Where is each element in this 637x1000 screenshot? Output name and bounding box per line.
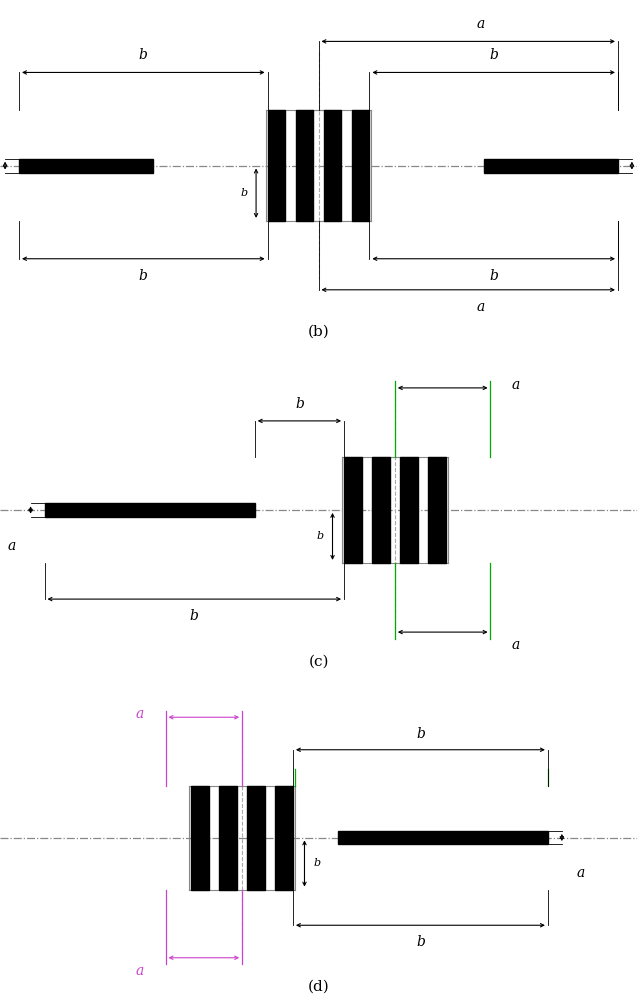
Text: a: a [477, 300, 485, 314]
Bar [428, 457, 446, 563]
Text: a: a [477, 17, 485, 31]
Text: a: a [577, 866, 585, 880]
Text: b: b [416, 934, 425, 948]
Text: b: b [313, 858, 320, 868]
Text: b: b [190, 609, 199, 623]
Text: a: a [136, 964, 144, 978]
Bar [268, 110, 285, 221]
Text: b: b [139, 48, 148, 62]
Text: (b): (b) [308, 324, 329, 338]
Text: (d): (d) [308, 980, 329, 994]
Text: b: b [489, 269, 498, 283]
Text: (c): (c) [308, 655, 329, 669]
Bar [400, 457, 418, 563]
Text: a: a [8, 539, 15, 553]
Text: b: b [416, 726, 425, 740]
Bar [191, 786, 209, 890]
Bar [219, 786, 237, 890]
Bar [19, 159, 153, 172]
Text: b: b [240, 188, 248, 198]
Bar [45, 503, 255, 517]
Bar [372, 457, 390, 563]
Bar [296, 110, 313, 221]
Bar [352, 110, 369, 221]
Text: a: a [136, 707, 144, 721]
Text: a: a [512, 638, 520, 652]
Text: b: b [317, 531, 324, 541]
Bar [247, 786, 265, 890]
Bar [275, 786, 293, 890]
Bar [484, 159, 618, 172]
Text: b: b [489, 48, 498, 62]
Bar [324, 110, 341, 221]
Bar [344, 457, 362, 563]
Text: a: a [512, 378, 520, 392]
Text: b: b [139, 269, 148, 283]
Text: b: b [295, 397, 304, 411]
Bar [338, 831, 548, 844]
